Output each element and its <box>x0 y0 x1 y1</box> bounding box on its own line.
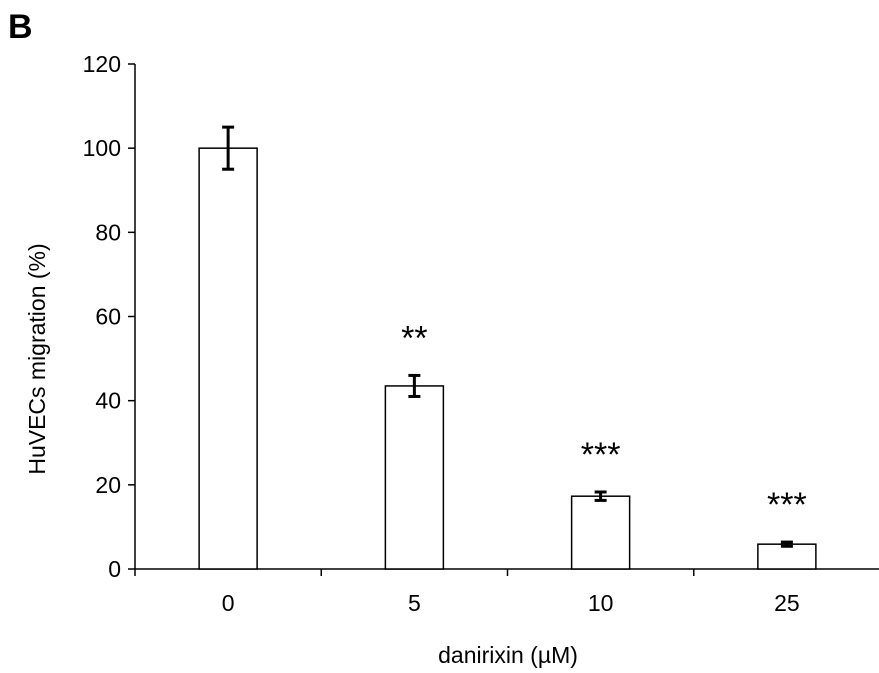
y-tick-label: 80 <box>95 219 121 245</box>
significance-label: ** <box>401 319 427 357</box>
axes: 0 20 40 60 80 100 120 0 5 10 25 <box>83 51 879 616</box>
x-tick-label: 5 <box>408 590 421 616</box>
y-axis-title: HuVECs migration (%) <box>24 243 50 474</box>
bar <box>757 543 817 570</box>
y-tick-label: 60 <box>95 304 121 330</box>
x-tick-label: 0 <box>222 590 235 616</box>
y-tick-label: 100 <box>83 135 121 161</box>
bars: ******** <box>198 125 817 570</box>
y-tick-label: 40 <box>95 388 121 414</box>
x-tick-label: 25 <box>774 590 800 616</box>
panel-label: B <box>8 8 33 46</box>
x-tick-label: 10 <box>588 590 614 616</box>
x-axis-title: danirixin (µM) <box>438 642 578 668</box>
significance-label: *** <box>767 486 807 524</box>
bar <box>198 147 258 570</box>
y-tick-label: 20 <box>95 472 121 498</box>
bar <box>384 385 445 570</box>
y-tick-label: 120 <box>83 51 121 77</box>
significance-label: *** <box>581 436 621 474</box>
y-tick-label: 0 <box>108 556 121 582</box>
bar <box>570 495 631 570</box>
